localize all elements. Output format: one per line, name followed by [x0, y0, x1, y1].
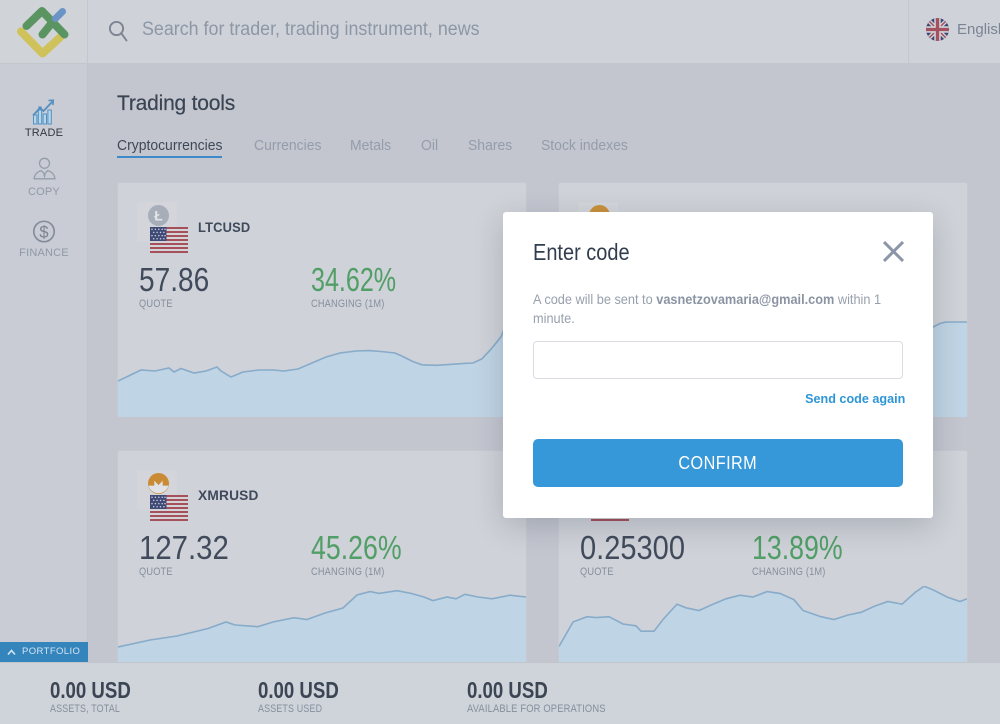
svg-text:Ł: Ł — [154, 208, 163, 224]
svg-text:$: $ — [39, 224, 48, 242]
